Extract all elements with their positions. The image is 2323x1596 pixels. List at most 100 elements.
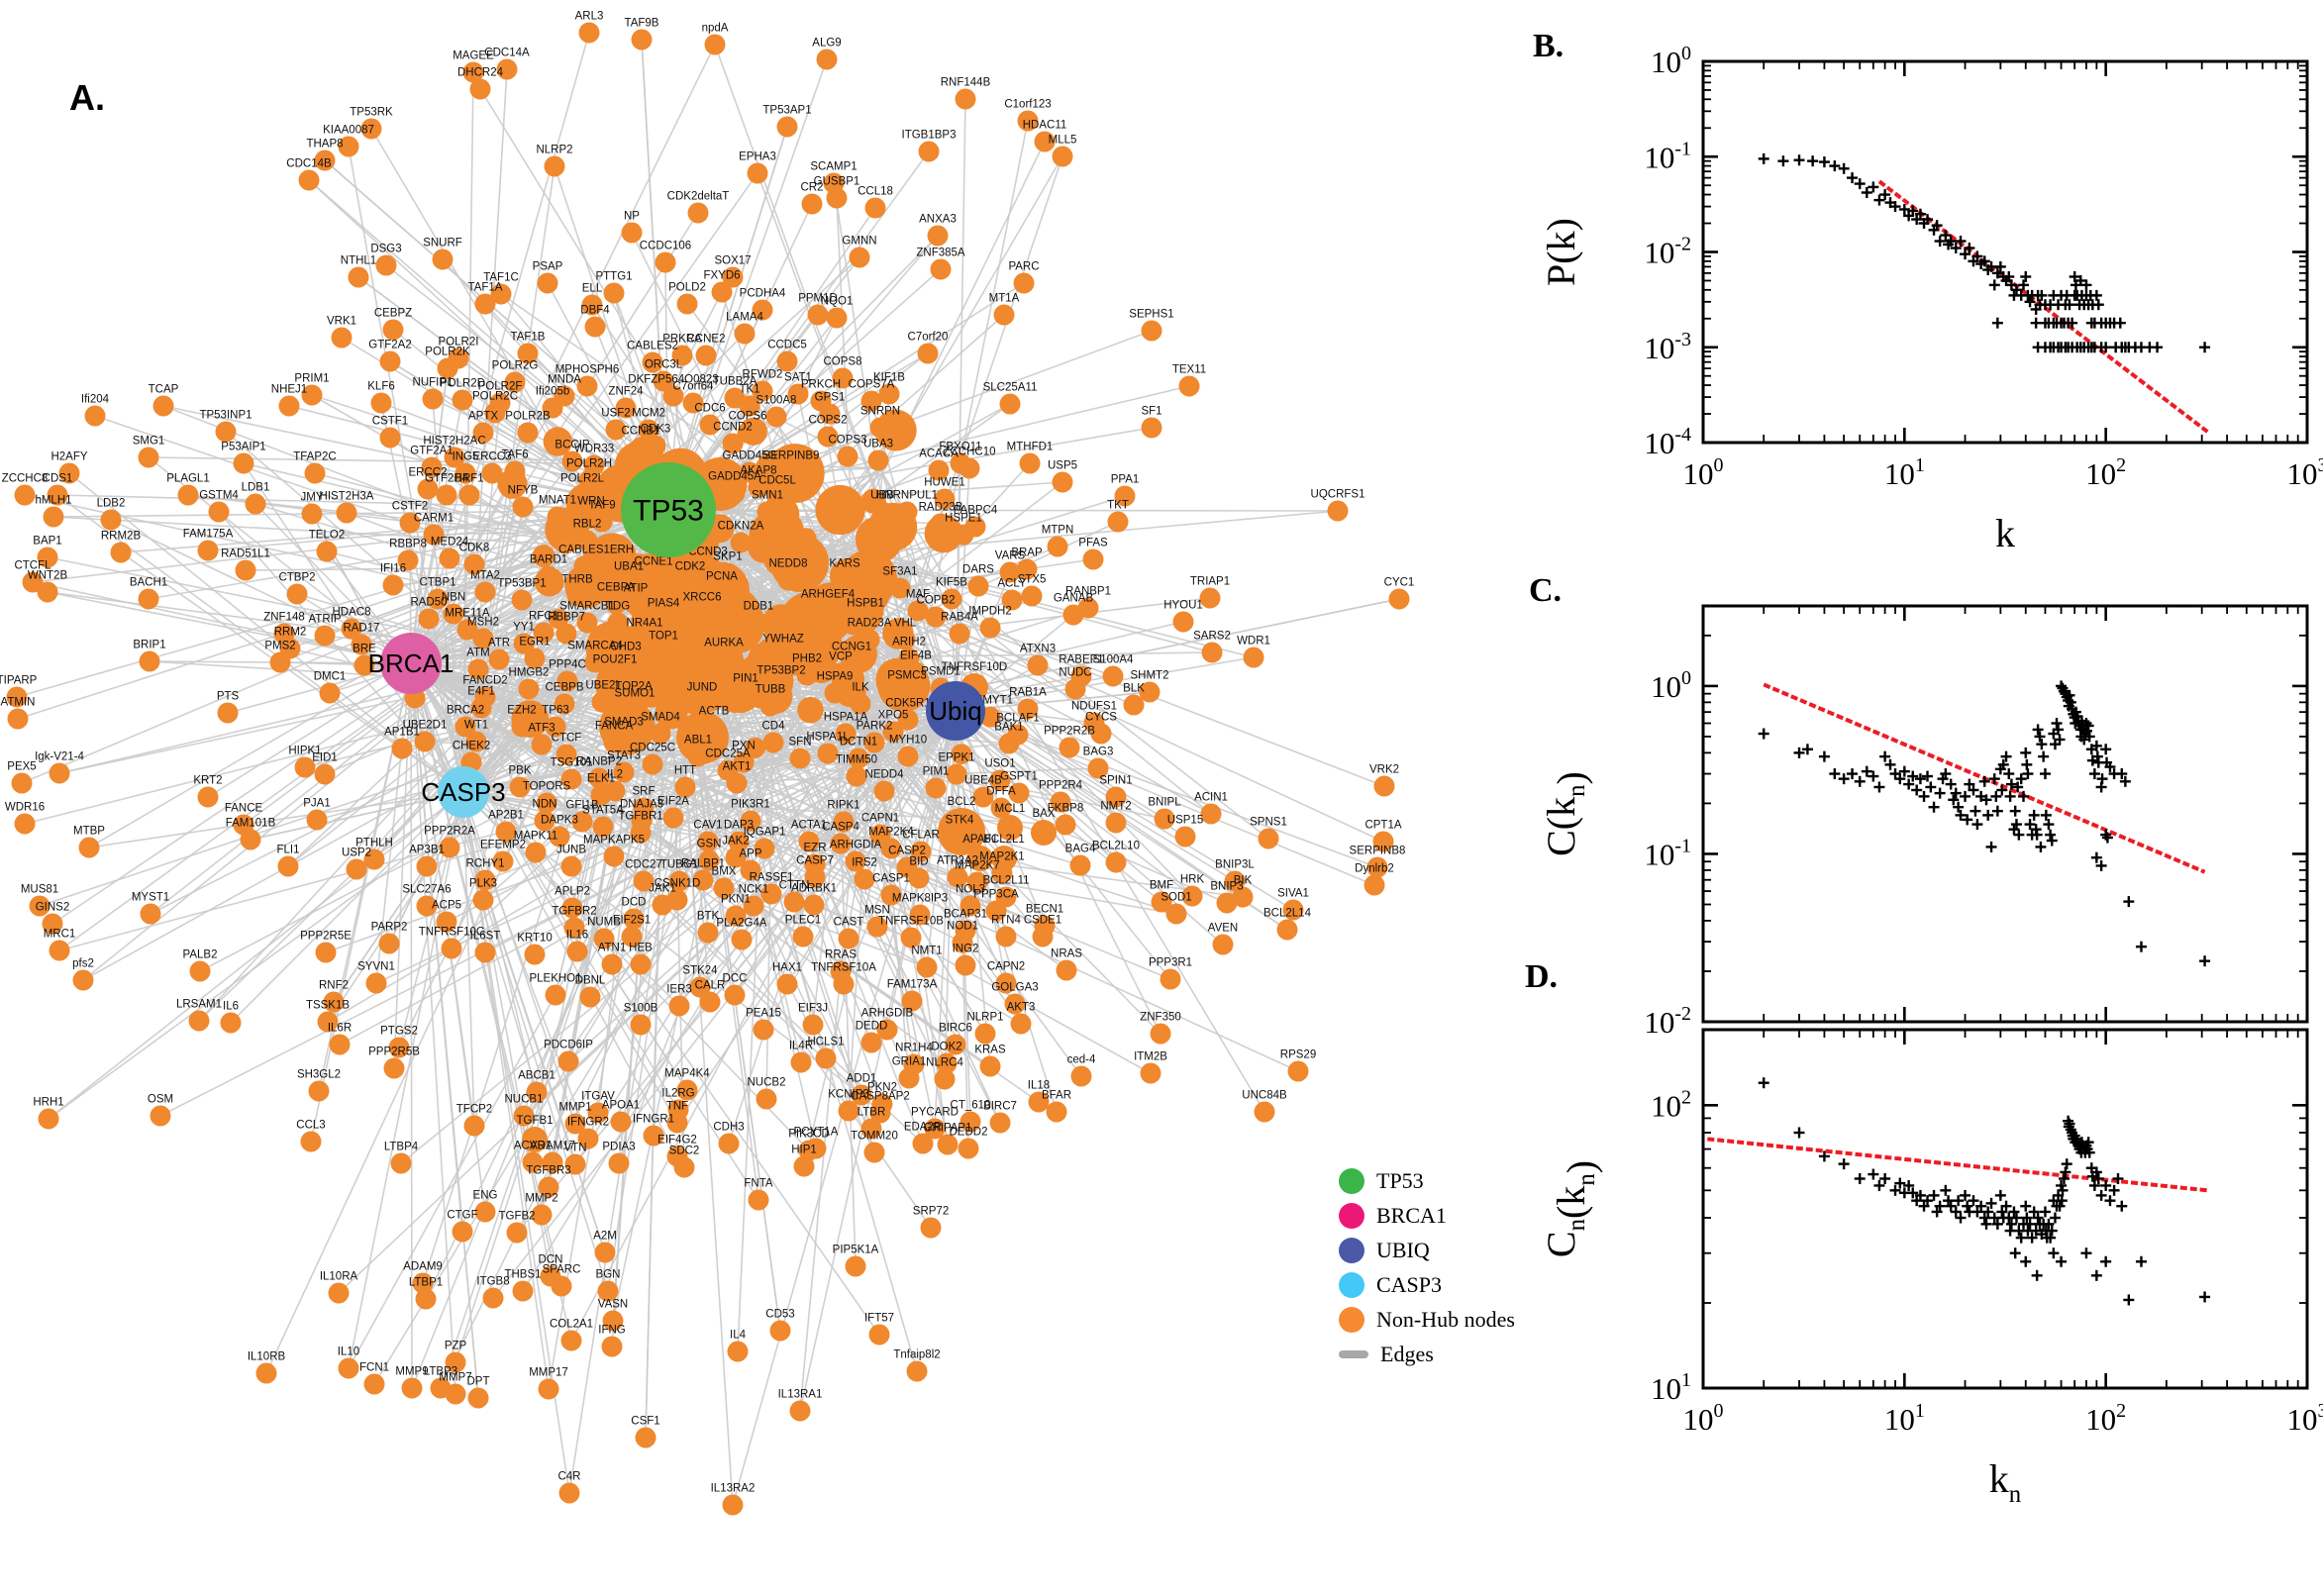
network-node[interactable] bbox=[711, 582, 733, 604]
network-node[interactable] bbox=[278, 395, 300, 417]
network-node[interactable] bbox=[880, 838, 902, 859]
network-node[interactable] bbox=[1001, 589, 1023, 611]
network-node[interactable] bbox=[301, 384, 323, 406]
network-node[interactable] bbox=[652, 894, 673, 916]
network-node[interactable] bbox=[740, 810, 761, 832]
network-node[interactable] bbox=[802, 1014, 824, 1036]
network-node[interactable] bbox=[323, 991, 345, 1013]
network-node[interactable] bbox=[576, 375, 598, 397]
network-node[interactable] bbox=[534, 810, 556, 832]
network-node[interactable] bbox=[770, 676, 792, 698]
network-node[interactable] bbox=[801, 193, 823, 215]
network-node[interactable] bbox=[255, 1362, 277, 1384]
network-node[interactable] bbox=[556, 623, 577, 645]
network-node[interactable] bbox=[188, 1010, 210, 1032]
network-node[interactable] bbox=[538, 1176, 559, 1198]
network-node[interactable] bbox=[905, 661, 927, 683]
network-node[interactable] bbox=[792, 926, 814, 948]
network-node[interactable] bbox=[597, 1280, 619, 1302]
network-node[interactable] bbox=[454, 716, 476, 738]
network-node[interactable] bbox=[912, 1133, 934, 1154]
network-node[interactable] bbox=[1031, 820, 1057, 846]
network-node[interactable] bbox=[379, 350, 401, 372]
network-node[interactable] bbox=[1388, 588, 1410, 610]
network-node[interactable] bbox=[563, 917, 585, 939]
network-node[interactable] bbox=[722, 266, 744, 288]
network-node[interactable] bbox=[472, 628, 494, 649]
network-node[interactable] bbox=[960, 895, 981, 917]
network-node[interactable] bbox=[724, 984, 746, 1006]
network-node[interactable] bbox=[866, 916, 888, 938]
network-node[interactable] bbox=[110, 542, 132, 563]
network-node[interactable] bbox=[901, 990, 923, 1012]
network-node[interactable] bbox=[1046, 1101, 1067, 1123]
network-node[interactable] bbox=[328, 1282, 350, 1304]
network-node[interactable] bbox=[697, 922, 719, 944]
hub-node-brca1[interactable] bbox=[380, 633, 442, 694]
network-node[interactable] bbox=[717, 562, 739, 584]
network-node[interactable] bbox=[1059, 737, 1080, 758]
network-node[interactable] bbox=[512, 1280, 534, 1302]
network-node[interactable] bbox=[1276, 919, 1298, 941]
network-node[interactable] bbox=[737, 422, 758, 444]
network-node[interactable] bbox=[676, 293, 698, 315]
network-node[interactable] bbox=[925, 777, 947, 799]
network-node[interactable] bbox=[37, 547, 58, 568]
network-node[interactable] bbox=[642, 351, 663, 373]
network-node[interactable] bbox=[633, 870, 655, 892]
network-node[interactable] bbox=[418, 608, 440, 630]
network-node[interactable] bbox=[436, 911, 457, 933]
network-node[interactable] bbox=[960, 1111, 981, 1133]
network-node[interactable] bbox=[38, 1108, 59, 1130]
network-node[interactable] bbox=[416, 855, 438, 877]
network-node[interactable] bbox=[972, 786, 994, 808]
network-node[interactable] bbox=[1154, 808, 1175, 830]
network-node[interactable] bbox=[999, 393, 1021, 415]
network-node[interactable] bbox=[1178, 375, 1200, 397]
network-node[interactable] bbox=[731, 929, 753, 950]
network-node[interactable] bbox=[7, 708, 29, 730]
network-node[interactable] bbox=[832, 367, 854, 389]
network-node[interactable] bbox=[1055, 814, 1076, 836]
network-node[interactable] bbox=[917, 343, 939, 364]
network-node[interactable] bbox=[564, 1153, 586, 1175]
network-node[interactable] bbox=[524, 648, 546, 669]
network-node[interactable] bbox=[383, 1057, 405, 1079]
network-node[interactable] bbox=[511, 589, 533, 611]
network-node[interactable] bbox=[621, 222, 643, 244]
hub-node-ubiq[interactable] bbox=[926, 681, 985, 741]
network-node[interactable] bbox=[1364, 874, 1385, 896]
network-node[interactable] bbox=[697, 557, 719, 579]
network-node[interactable] bbox=[908, 867, 930, 889]
network-node[interactable] bbox=[1064, 678, 1086, 700]
network-node[interactable] bbox=[630, 1014, 652, 1036]
network-node[interactable] bbox=[208, 501, 230, 523]
network-node[interactable] bbox=[560, 1330, 582, 1351]
network-node[interactable] bbox=[152, 395, 174, 417]
network-node[interactable] bbox=[910, 841, 932, 862]
network-node[interactable] bbox=[537, 272, 558, 294]
network-node[interactable] bbox=[22, 571, 44, 593]
network-node[interactable] bbox=[329, 1034, 351, 1055]
network-node[interactable] bbox=[72, 969, 94, 991]
network-node[interactable] bbox=[522, 1151, 544, 1173]
network-node[interactable] bbox=[928, 459, 950, 481]
network-node[interactable] bbox=[1366, 856, 1388, 878]
network-node[interactable] bbox=[868, 1324, 890, 1346]
network-node[interactable] bbox=[414, 731, 436, 752]
network-node[interactable] bbox=[363, 848, 385, 870]
network-node[interactable] bbox=[417, 478, 439, 500]
network-node[interactable] bbox=[643, 567, 664, 589]
network-node[interactable] bbox=[766, 486, 788, 508]
network-node[interactable] bbox=[14, 813, 36, 835]
network-node[interactable] bbox=[346, 858, 367, 880]
network-node[interactable] bbox=[995, 886, 1017, 908]
network-node[interactable] bbox=[918, 141, 940, 162]
network-node[interactable] bbox=[689, 976, 711, 998]
network-node[interactable] bbox=[220, 1012, 242, 1034]
network-node[interactable] bbox=[549, 826, 570, 848]
network-node[interactable] bbox=[1017, 110, 1039, 132]
network-node[interactable] bbox=[643, 1125, 664, 1147]
network-node[interactable] bbox=[1200, 803, 1222, 825]
network-node[interactable] bbox=[579, 986, 601, 1008]
